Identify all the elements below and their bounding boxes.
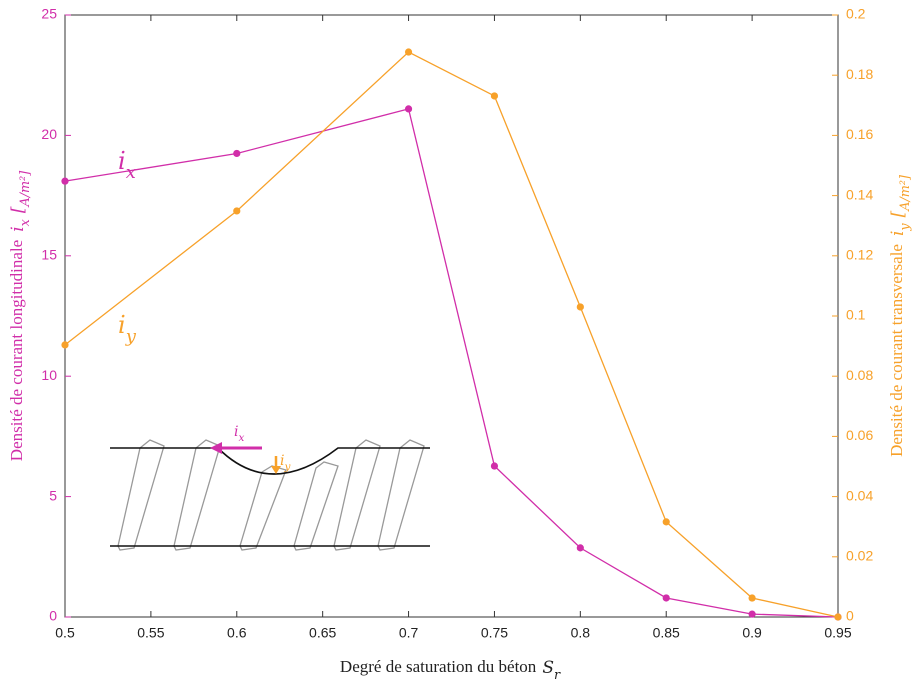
y2-axis-label-unit: [A/m²] xyxy=(888,175,912,217)
series-label: ix xyxy=(118,147,136,183)
data-point xyxy=(576,303,584,311)
x-axis-label: Degré de saturation du béton Sr xyxy=(340,657,561,683)
x-axis-label-text: Degré de saturation du béton xyxy=(340,657,537,676)
x-tick-label: 0.7 xyxy=(399,625,419,641)
x-tick-label: 0.75 xyxy=(481,625,508,641)
y2-tick-label: 0.14 xyxy=(846,186,873,202)
inset-label: iy xyxy=(280,453,291,473)
x-tick-label: 0.85 xyxy=(653,625,680,641)
y-tick-label: 20 xyxy=(41,126,57,142)
x-tick-label: 0.95 xyxy=(824,625,851,641)
series-line xyxy=(64,51,839,618)
y-tick-label: 0 xyxy=(49,608,57,624)
x-tick-label: 0.8 xyxy=(571,625,591,641)
y2-tick-label: 0 xyxy=(846,608,854,624)
y-tick-label: 15 xyxy=(41,247,57,263)
y2-tick-label: 0.18 xyxy=(846,66,873,82)
y2-tick-label: 0.06 xyxy=(846,427,873,443)
y2-tick-label: 0.1 xyxy=(846,307,866,323)
data-point xyxy=(404,105,413,113)
data-point xyxy=(61,341,69,349)
y2-tick-label: 0.04 xyxy=(846,487,873,503)
data-point xyxy=(61,177,69,185)
data-point xyxy=(662,518,670,526)
data-point xyxy=(233,207,241,215)
y-tick-label: 5 xyxy=(49,487,57,503)
x-tick-label: 0.6 xyxy=(227,625,247,641)
y-axis-label-text: Densité de courant longitudinale xyxy=(7,240,26,461)
y-tick-label: 10 xyxy=(41,367,57,383)
y2-axis-label-symbol: iy xyxy=(888,223,912,236)
inset-diagram xyxy=(110,439,430,551)
x-tick-label: 0.5 xyxy=(55,625,75,641)
y2-axis-label: Densité de courant transversale iy [A/m²] xyxy=(887,175,912,457)
series-line xyxy=(64,108,839,618)
data-point xyxy=(490,462,499,470)
y2-tick-label: 0.02 xyxy=(846,548,873,564)
x-tick-label: 0.9 xyxy=(742,625,762,641)
y2-axis-label-text: Densité de courant transversale xyxy=(887,244,906,457)
data-point xyxy=(490,92,499,100)
data-point xyxy=(233,149,241,158)
y-axis-label: Densité de courant longitudinale ix [A/m²] xyxy=(7,171,33,461)
data-point xyxy=(748,610,756,618)
data-point xyxy=(576,544,584,552)
x-axis-label-symbol: Sr xyxy=(542,658,561,684)
x-tick-label: 0.55 xyxy=(137,625,164,641)
y2-tick-label: 0.08 xyxy=(846,367,873,383)
y2-tick-label: 0.12 xyxy=(846,247,873,263)
y2-tick-label: 0.2 xyxy=(846,6,866,22)
y-tick-label: 25 xyxy=(41,6,57,22)
series-label: iy xyxy=(118,311,137,347)
y-axis-label-unit: [A/m²] xyxy=(8,171,34,213)
data-point xyxy=(834,613,842,621)
y-axis-label-symbol: ix xyxy=(8,219,34,232)
inset-label: ix xyxy=(234,424,244,444)
x-tick-label: 0.65 xyxy=(309,625,336,641)
data-point xyxy=(404,48,413,56)
y2-tick-label: 0.16 xyxy=(846,126,873,142)
data-point xyxy=(748,594,756,602)
data-point xyxy=(662,594,670,602)
